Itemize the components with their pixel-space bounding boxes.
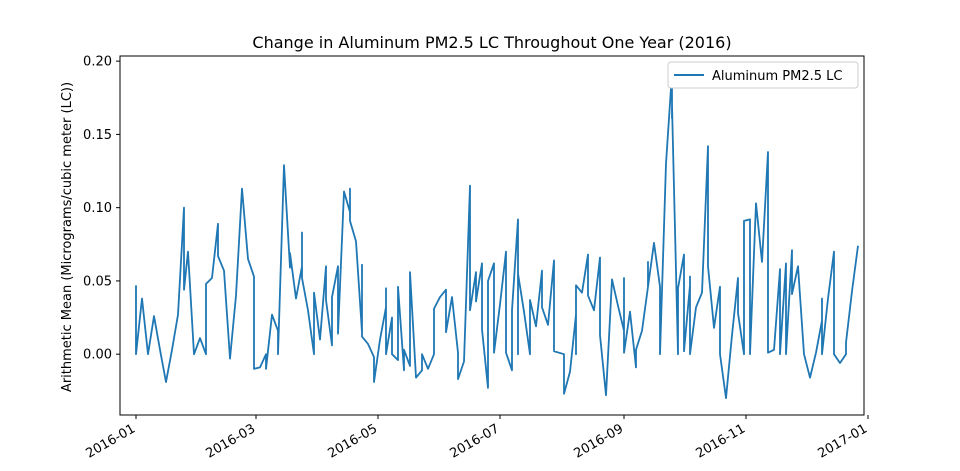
y-axis: 0.00 0.05 0.10 0.15 0.20 bbox=[83, 55, 120, 363]
y-tick-label: 0.15 bbox=[83, 128, 112, 143]
legend-label: Aluminum PM2.5 LC bbox=[712, 69, 842, 84]
y-axis-label: Arithmetic Mean (Micrograms/cubic meter … bbox=[60, 82, 75, 392]
y-tick-label: 0.00 bbox=[83, 348, 112, 363]
y-tick-label: 0.10 bbox=[83, 201, 112, 216]
chart-title: Change in Aluminum PM2.5 LC Throughout O… bbox=[252, 33, 731, 52]
series-line bbox=[135, 71, 859, 400]
y-tick-label: 0.20 bbox=[83, 55, 112, 70]
x-tick-label: 2016-09 bbox=[571, 421, 626, 461]
x-tick-label: 2016-03 bbox=[203, 421, 258, 461]
x-axis: 2016-01 2016-03 2016-05 2016-07 2016-09 2016-… bbox=[83, 415, 870, 462]
x-tick-label: 2016-01 bbox=[83, 421, 138, 461]
plot-frame bbox=[119, 55, 865, 416]
x-tick-label: 2016-11 bbox=[693, 421, 748, 461]
legend-box bbox=[667, 61, 859, 89]
x-tick-label: 2016-07 bbox=[447, 421, 502, 461]
plot-area bbox=[135, 71, 859, 400]
legend: Aluminum PM2.5 LC bbox=[667, 61, 859, 89]
y-tick-label: 0.05 bbox=[83, 274, 112, 289]
x-tick-label: 2017-01 bbox=[815, 421, 870, 461]
x-tick-label: 2016-05 bbox=[325, 421, 380, 461]
